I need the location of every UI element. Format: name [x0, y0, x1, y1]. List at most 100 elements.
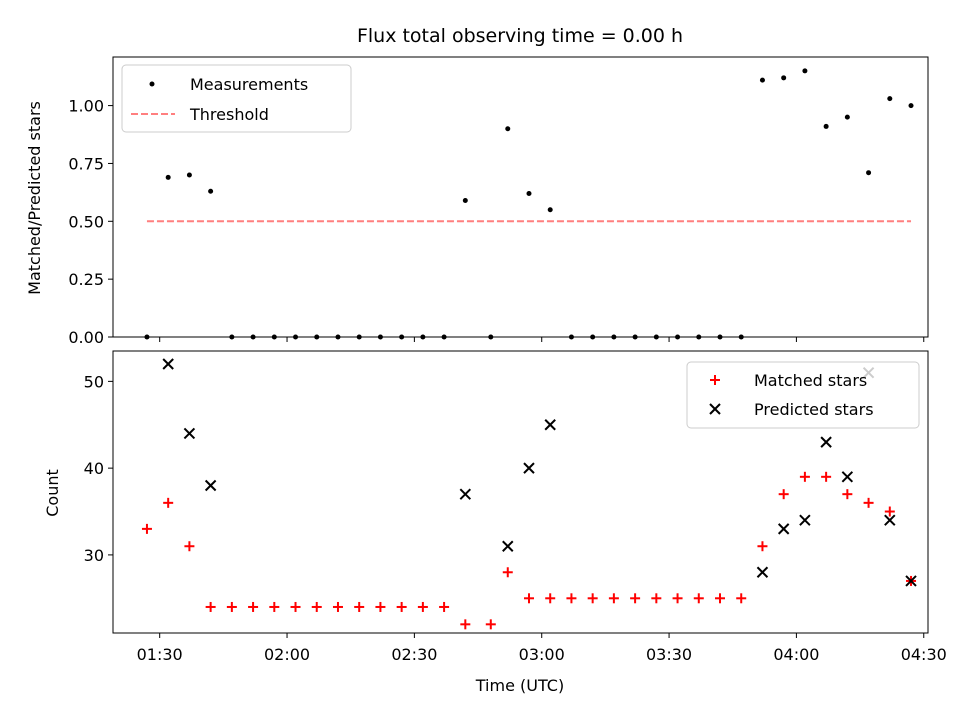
- measurement-point: [505, 126, 511, 132]
- predicted-stars-point: [884, 514, 896, 526]
- matched-stars-point: [545, 593, 556, 604]
- legend-threshold-label: Threshold: [189, 105, 269, 124]
- top-y-axis-label: Matched/Predicted stars: [25, 101, 44, 295]
- matched-stars-point: [184, 541, 195, 552]
- top-legend-box: [121, 64, 352, 133]
- matched-stars-point: [439, 601, 450, 612]
- measurement-point: [802, 68, 808, 74]
- bottom-y-ticks: 30 40 50: [84, 372, 113, 565]
- bottom-y-tick-label: 30: [84, 546, 104, 565]
- bottom-x-ticks: 01:30 02:00 02:30 03:00 03:30 04:00 04:30: [137, 633, 947, 664]
- x-tick-label: 01:30: [137, 645, 183, 664]
- matched-stars-point: [630, 593, 641, 604]
- legend-predicted-marker: [709, 403, 721, 415]
- top-x-ticks: [159, 337, 925, 342]
- x-tick-label: 04:00: [773, 645, 819, 664]
- predicted-stars-point: [841, 471, 854, 483]
- top-y-tick-label: 0.75: [68, 154, 104, 173]
- matched-stars-point: [290, 601, 301, 612]
- bottom-y-tick-label: 40: [84, 459, 104, 478]
- matched-stars-point: [311, 601, 322, 612]
- matched-stars-point: [884, 506, 895, 517]
- matched-stars-point: [778, 489, 789, 500]
- top-y-tick-label: 0.25: [68, 270, 104, 289]
- bottom-legend-box: [686, 361, 920, 429]
- legend-matched-marker: [710, 375, 720, 385]
- legend-predicted-label: Predicted stars: [754, 400, 874, 419]
- measurement-point: [908, 103, 914, 109]
- x-tick-label: 04:30: [901, 645, 947, 664]
- matched-stars-point: [799, 471, 810, 482]
- measurement-point: [547, 207, 553, 213]
- matched-stars-point: [269, 601, 280, 612]
- legend-measurements-label: Measurements: [190, 75, 308, 94]
- predicted-stars-point: [777, 523, 790, 535]
- top-y-tick-label: 0.50: [68, 212, 104, 231]
- bottom-y-tick-label: 50: [84, 372, 104, 391]
- predicted-stars-point: [502, 540, 514, 552]
- predicted-stars-point: [544, 419, 556, 431]
- matched-stars-point: [842, 489, 853, 500]
- matched-stars-point: [821, 471, 832, 482]
- measurement-point: [844, 114, 850, 120]
- matched-stars-point: [651, 593, 662, 604]
- matched-stars-point: [460, 619, 471, 630]
- matched-stars-point: [757, 541, 768, 552]
- measurement-point: [781, 75, 787, 81]
- bottom-x-axis-label: Time (UTC): [475, 676, 564, 695]
- x-tick-label: 03:00: [519, 645, 565, 664]
- predicted-stars-point: [523, 462, 535, 474]
- measurement-point: [887, 96, 893, 102]
- matched-stars-point: [332, 601, 343, 612]
- matched-stars-point: [417, 601, 428, 612]
- top-y-tick-label: 0.00: [68, 328, 104, 347]
- measurement-point: [186, 172, 192, 178]
- measurement-point: [526, 191, 532, 197]
- matched-stars-point: [163, 497, 174, 508]
- matched-stars-point: [375, 601, 386, 612]
- measurement-point: [759, 77, 765, 83]
- measurement-point: [462, 197, 468, 203]
- predicted-stars-point: [820, 436, 832, 448]
- x-tick-label: 02:30: [391, 645, 437, 664]
- matched-stars-point: [502, 567, 513, 578]
- top-panel: Matched/Predicted stars 0.00 0.25 0.50 0.75…: [25, 56, 929, 347]
- predicted-stars-point: [756, 566, 769, 578]
- matched-stars-point: [141, 523, 152, 534]
- bottom-plot-marks: [141, 358, 917, 630]
- matched-stars-point: [396, 601, 407, 612]
- predicted-stars-point: [183, 427, 196, 440]
- legend-measurements-marker: [149, 81, 155, 87]
- matched-stars-point: [672, 593, 683, 604]
- matched-stars-point: [736, 593, 747, 604]
- predicted-stars-point: [162, 358, 174, 370]
- matched-stars-point: [693, 593, 704, 604]
- bottom-y-axis-label: Count: [43, 469, 62, 517]
- matched-stars-point: [354, 601, 365, 612]
- chart-title: Flux total observing time = 0.00 h: [357, 25, 683, 47]
- matched-stars-point: [863, 497, 874, 508]
- matched-stars-point: [226, 601, 237, 612]
- top-y-tick-label: 1.00: [68, 97, 104, 116]
- matched-stars-point: [485, 619, 496, 630]
- bottom-axes-frame: [112, 350, 929, 634]
- measurement-point: [208, 188, 214, 194]
- predicted-stars-point: [459, 488, 472, 500]
- top-y-ticks: 0.00 0.25 0.50 0.75 1.00: [68, 97, 113, 347]
- matched-stars-point: [587, 593, 598, 604]
- matched-stars-point: [248, 601, 259, 612]
- x-tick-label: 02:00: [264, 645, 310, 664]
- matched-stars-point: [523, 593, 534, 604]
- bottom-legend: Matched stars Predicted stars: [686, 361, 920, 429]
- measurement-point: [165, 174, 171, 180]
- top-axes-frame: [112, 56, 929, 338]
- top-legend: Measurements Threshold: [121, 64, 352, 133]
- legend-matched-label: Matched stars: [754, 371, 867, 390]
- matched-stars-point: [205, 601, 216, 612]
- matched-stars-point: [715, 593, 726, 604]
- matched-stars-point: [566, 593, 577, 604]
- measurement-point: [823, 123, 829, 129]
- matched-stars-point: [608, 593, 619, 604]
- x-tick-label: 03:30: [646, 645, 692, 664]
